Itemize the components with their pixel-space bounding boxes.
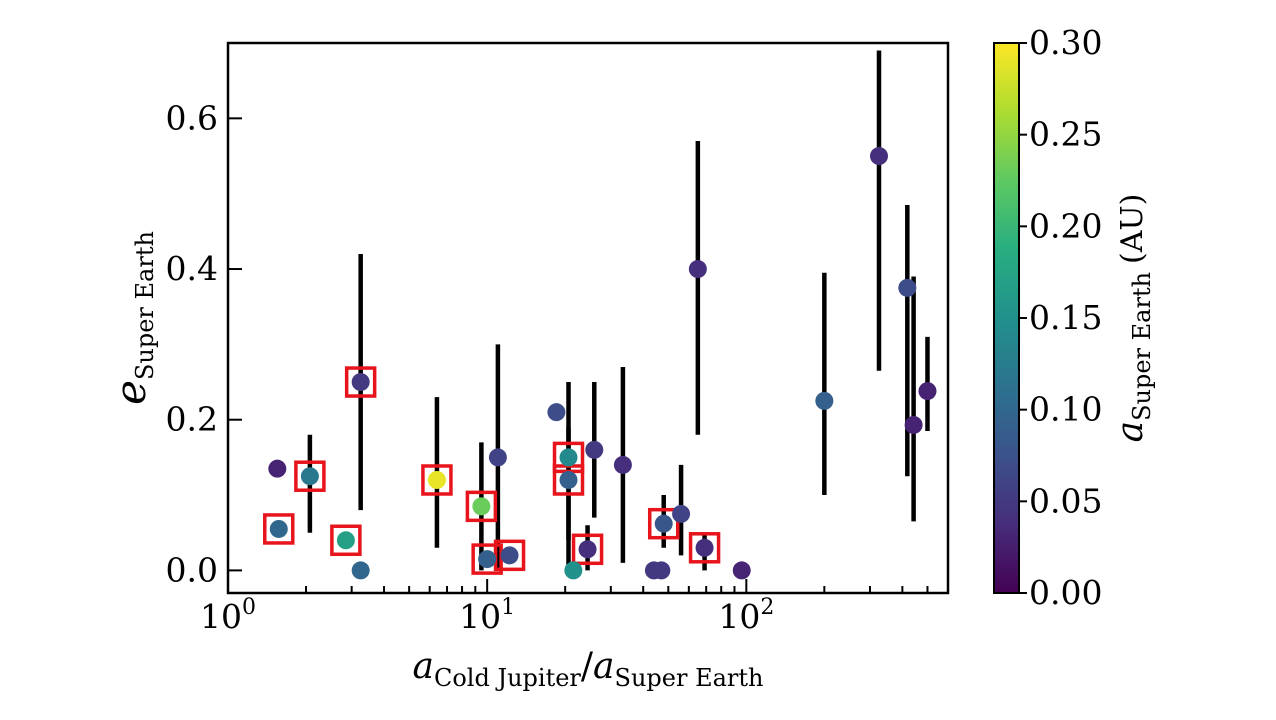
highlight-box bbox=[647, 507, 680, 540]
highlight-box bbox=[263, 513, 295, 545]
highlight-box bbox=[471, 543, 503, 575]
colorbar-tick-label: 0.00 bbox=[1029, 573, 1102, 612]
data-point bbox=[688, 260, 707, 279]
data-point bbox=[500, 546, 519, 565]
colorbar-axis: 0.00 0.05 0.10 0.15 0.20 0.25 0.30 bbox=[1019, 23, 1102, 612]
data-point bbox=[613, 455, 632, 474]
data-point bbox=[427, 470, 446, 489]
data-point bbox=[904, 415, 923, 434]
colorbar-tick-label: 0.05 bbox=[1029, 481, 1102, 520]
plot-frame bbox=[226, 41, 950, 595]
data-point bbox=[559, 470, 578, 489]
data-point bbox=[585, 440, 604, 459]
data-point bbox=[351, 561, 370, 580]
data-point bbox=[869, 147, 888, 166]
data-point bbox=[269, 519, 288, 538]
colorbar-tick-label: 0.15 bbox=[1029, 298, 1102, 337]
y-tick-label: 0.4 bbox=[166, 249, 218, 288]
y-tick-label: 0.2 bbox=[166, 400, 218, 439]
highlight-box bbox=[421, 464, 453, 496]
data-point bbox=[815, 391, 834, 410]
data-point bbox=[652, 561, 671, 580]
colorbar-tick-label: 0.10 bbox=[1029, 390, 1102, 429]
data-point bbox=[268, 459, 287, 478]
data-point bbox=[559, 448, 578, 467]
data-point bbox=[918, 382, 937, 401]
data-point bbox=[336, 531, 355, 550]
highlight-box bbox=[344, 366, 377, 398]
data-point bbox=[898, 278, 917, 297]
x-tick-label: 101 bbox=[459, 595, 515, 636]
colorbar-tick-label: 0.20 bbox=[1029, 206, 1102, 245]
data-point bbox=[478, 550, 497, 569]
highlight-box bbox=[330, 524, 362, 557]
highlight-box bbox=[294, 460, 326, 492]
y-axis-label: eSuper Earth bbox=[106, 231, 159, 405]
colorbar-gradient bbox=[993, 42, 1020, 594]
highlight-box bbox=[493, 539, 526, 572]
data-point bbox=[578, 540, 597, 559]
data-point bbox=[488, 448, 507, 467]
highlight-box bbox=[465, 490, 498, 523]
x-tick-label: 102 bbox=[718, 595, 774, 636]
data-point bbox=[564, 561, 583, 580]
x-axis-label: aCold Jupiter/aSuper Earth bbox=[413, 646, 764, 692]
x-tick-label: 100 bbox=[200, 595, 256, 636]
highlight-box bbox=[688, 532, 721, 564]
colorbar-tick-label: 0.25 bbox=[1029, 115, 1102, 154]
highlight-box bbox=[571, 533, 604, 566]
data-point bbox=[472, 497, 491, 516]
data-point bbox=[732, 561, 751, 580]
colorbar: 0.00 0.05 0.10 0.15 0.20 0.25 0.30 aSuper Eart… bbox=[993, 23, 1156, 612]
data-point bbox=[351, 373, 370, 392]
plot-area bbox=[263, 50, 937, 580]
colorbar-label: aSuper Earth(AU) bbox=[1110, 194, 1156, 443]
data-point bbox=[547, 403, 566, 422]
colorbar-tick-label: 0.30 bbox=[1029, 23, 1102, 62]
y-tick-label: 0.0 bbox=[166, 550, 218, 589]
data-point bbox=[695, 538, 714, 557]
data-point bbox=[654, 514, 673, 533]
data-point bbox=[300, 467, 319, 486]
data-point bbox=[672, 504, 691, 523]
y-tick-label: 0.6 bbox=[166, 98, 218, 137]
y-axis: 0.0 0.2 0.4 0.6 bbox=[166, 98, 242, 589]
x-axis: 100 101 102 bbox=[200, 579, 949, 636]
